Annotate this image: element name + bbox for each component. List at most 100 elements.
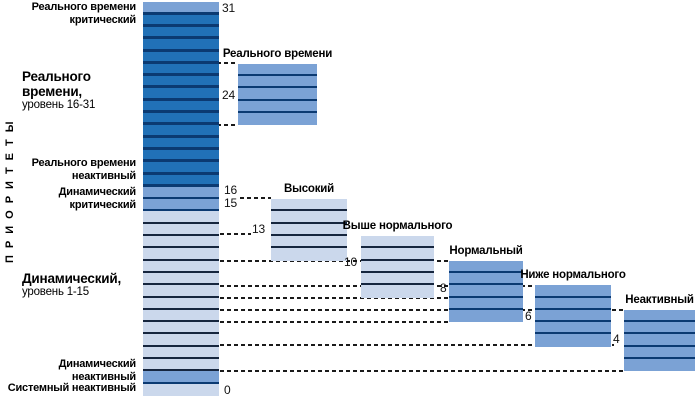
class-bar-high — [271, 199, 347, 261]
class-bar-title-normal: Нормальный — [449, 244, 523, 257]
priority-row-25 — [143, 76, 219, 89]
left-label-bold-text: Реального времени критический — [31, 1, 137, 26]
class-bar-above-normal — [361, 236, 434, 298]
class-bar-row-6 — [449, 309, 523, 323]
left-label-bold-text: Реального времени неактивный — [31, 157, 137, 182]
class-bar-row-25 — [238, 76, 317, 89]
priority-number-0: 0 — [224, 383, 231, 397]
priority-row-11 — [143, 248, 219, 261]
priority-number-6: 6 — [525, 309, 532, 323]
connector-dash-line — [217, 62, 237, 64]
connector-dash-line — [220, 370, 624, 372]
left-label-system-idle: Системный неактивный — [0, 382, 136, 395]
priority-row-31 — [143, 2, 219, 15]
connector-dash-line — [240, 197, 271, 199]
class-bar-row-26 — [238, 63, 317, 77]
priority-row-29 — [143, 26, 219, 40]
class-bar-title-high: Высокий — [283, 183, 335, 196]
class-bar-row-14 — [271, 211, 347, 224]
priority-number-15: 15 — [224, 196, 237, 210]
class-bar-row-5 — [535, 322, 611, 335]
left-label-bold-text: Системный неактивный — [7, 382, 136, 394]
priority-row-15 — [143, 199, 219, 212]
class-bar-title-above-normal: Выше нормального — [342, 220, 453, 233]
class-bar-row-13 — [271, 223, 347, 237]
priority-number-16: 16 — [224, 183, 237, 197]
priority-row-27 — [143, 51, 219, 64]
class-bar-row-2 — [624, 359, 695, 372]
class-bar-row-9 — [361, 272, 434, 286]
priority-row-23 — [143, 100, 219, 114]
left-label-regular-text: уровень 16-31 — [22, 99, 96, 111]
class-bar-row-6 — [624, 309, 695, 323]
class-bar-row-10 — [361, 260, 434, 273]
class-bar-row-7 — [535, 297, 611, 310]
priority-row-30 — [143, 14, 219, 27]
priority-row-21 — [143, 125, 219, 138]
priority-row-2 — [143, 359, 219, 372]
priority-row-0 — [143, 383, 219, 396]
class-bar-below-normal — [535, 285, 611, 347]
class-bar-row-22 — [238, 113, 317, 126]
class-bar-realtime — [238, 63, 317, 126]
left-label-dynamic-critical: Динамический критический — [0, 186, 137, 211]
left-label-bold-text: Динамический критический — [58, 186, 137, 211]
connector-dash-line — [220, 233, 251, 235]
priority-row-4 — [143, 334, 219, 347]
priority-row-5 — [143, 322, 219, 335]
class-bar-row-7 — [449, 297, 523, 310]
class-bar-title-idle: Неактивный — [625, 293, 694, 306]
priority-row-13 — [143, 223, 219, 237]
class-bar-row-4 — [535, 334, 611, 347]
priority-number-10: 10 — [344, 255, 357, 269]
connector-dash-line — [217, 124, 237, 126]
class-bar-row-24 — [238, 88, 317, 101]
left-label-realtime-critical: Реального времени критический — [0, 1, 137, 26]
class-bar-row-8 — [535, 285, 611, 298]
class-bar-row-3 — [624, 346, 695, 360]
class-bar-idle — [624, 309, 695, 372]
left-label-bold-text: Реального времени, — [22, 69, 91, 99]
connector-dash-line — [220, 309, 624, 311]
priority-number-31: 31 — [222, 1, 235, 15]
priority-row-10 — [143, 260, 219, 273]
class-bar-row-12 — [361, 236, 434, 249]
connector-dash-line — [220, 321, 449, 323]
priority-row-26 — [143, 63, 219, 77]
class-bar-row-6 — [535, 309, 611, 323]
priority-row-20 — [143, 137, 219, 150]
priority-row-14 — [143, 211, 219, 224]
left-label-dynamic-range: Динамический, уровень 1-15 — [22, 271, 121, 299]
class-bar-row-11 — [271, 248, 347, 261]
priority-row-12 — [143, 236, 219, 249]
left-label-dynamic-idle: Динамический неактивный — [0, 358, 137, 383]
priority-number-24: 24 — [222, 88, 235, 102]
priority-row-7 — [143, 297, 219, 310]
priority-row-6 — [143, 309, 219, 323]
priority-row-18 — [143, 162, 219, 175]
priority-row-8 — [143, 285, 219, 298]
priority-row-1 — [143, 371, 219, 384]
connector-dash-line — [220, 297, 449, 299]
main-priority-bar — [143, 2, 219, 396]
class-bar-row-15 — [271, 199, 347, 212]
class-bar-row-5 — [624, 322, 695, 335]
class-bar-row-11 — [361, 248, 434, 261]
priority-row-19 — [143, 149, 219, 163]
left-label-bold-text: Динамический, — [22, 271, 122, 286]
priority-row-9 — [143, 272, 219, 286]
left-label-realtime-range: Реального времени, уровень 16-31 — [22, 69, 95, 112]
class-bar-title-realtime: Реального времени — [222, 47, 333, 60]
priority-number-4: 4 — [613, 332, 620, 346]
priority-row-24 — [143, 88, 219, 101]
priority-row-22 — [143, 113, 219, 126]
connector-dash-line — [220, 260, 449, 262]
left-label-realtime-idle: Реального времени неактивный — [0, 157, 137, 182]
left-label-regular-text: уровень 1-15 — [22, 286, 89, 298]
priority-number-13: 13 — [252, 222, 265, 236]
class-bar-normal — [449, 260, 523, 323]
class-bar-row-12 — [271, 236, 347, 249]
priority-number-8: 8 — [440, 281, 447, 295]
class-bar-row-4 — [624, 334, 695, 347]
